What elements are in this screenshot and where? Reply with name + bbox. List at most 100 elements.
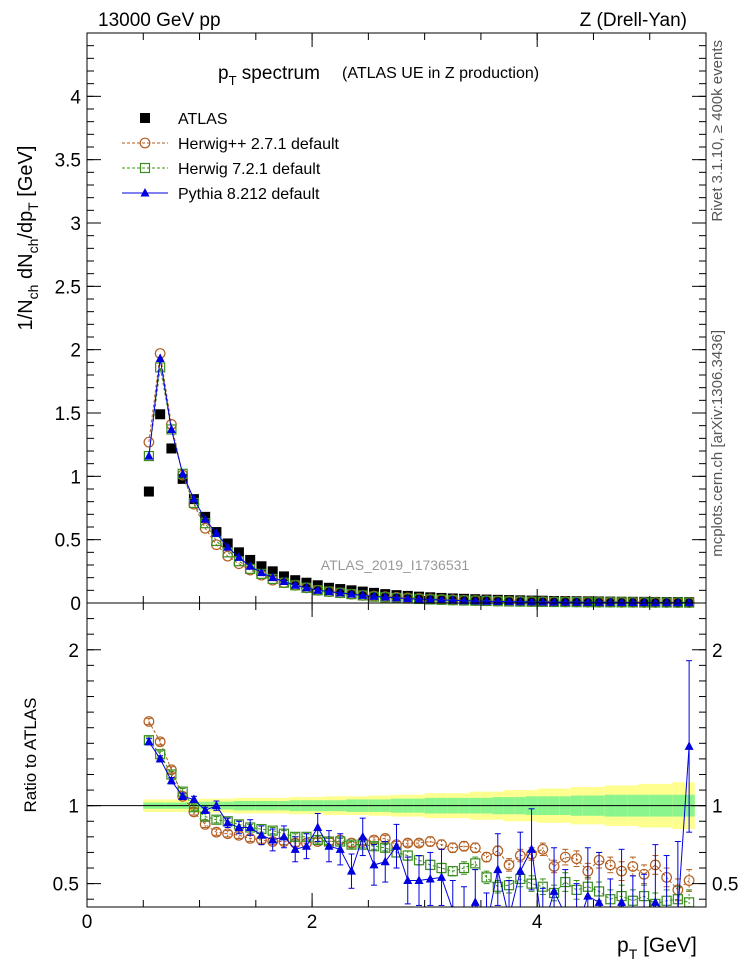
ratio-point-pythia (335, 844, 345, 853)
ratio-point-pythia (403, 875, 413, 884)
y-tick-label: 0 (70, 594, 81, 615)
ratio-point-herwigpp (503, 859, 515, 871)
ratio-point-pythia (392, 841, 401, 850)
legend-entry-atlas: ATLAS (140, 111, 228, 128)
x-axis-label: pT [GeV] (617, 934, 697, 962)
point-pythia (223, 542, 233, 551)
y-tick-label: 1.5 (55, 404, 81, 425)
ratio-point-pythia (515, 866, 525, 875)
analysis-label: ATLAS_2019_I1736531 (321, 557, 470, 573)
ratio-point-herwig7 (346, 839, 357, 850)
point-pythia (560, 597, 570, 606)
point-atlas (233, 547, 244, 558)
y-tick-label: 1 (70, 467, 81, 488)
point-pythia (358, 590, 368, 599)
x-tick-label: 4 (532, 912, 543, 933)
legend-marker-pythia (140, 188, 150, 197)
point-pythia (594, 597, 604, 606)
ratio-point-pythia (268, 834, 278, 844)
point-pythia (189, 494, 199, 503)
ratio-point-pythia (178, 791, 188, 800)
point-atlas (166, 443, 177, 454)
point-pythia (605, 597, 615, 606)
ratio-point-pythia (583, 891, 593, 900)
ratio-point-pythia (662, 910, 671, 919)
point-pythia (166, 424, 176, 433)
ratio-point-pythia (451, 905, 454, 907)
ratio-point-herwig7 (470, 858, 481, 869)
legend-label-herwigpp: Herwig++ 2.7.1 default (178, 136, 340, 153)
ratio-point-pythia (470, 897, 480, 906)
ratio-frame (86, 602, 707, 908)
ratio-y-tick-label-right: 2 (712, 641, 723, 662)
ratio-point-pythia (234, 822, 244, 831)
ratio-y-tick-label-right: 0.5 (712, 875, 738, 896)
plot-title: pT spectrum (218, 63, 320, 88)
series-atlas (143, 409, 695, 608)
ratio-point-pythia (549, 886, 559, 895)
ratio-point-pythia (211, 800, 221, 810)
point-pythia (392, 592, 401, 602)
point-pythia (639, 597, 649, 607)
ratio-point-pythia (561, 910, 570, 919)
point-pythia (650, 597, 660, 607)
ratio-point-herwigpp (537, 843, 549, 855)
ratio-point-pythia (414, 875, 424, 884)
ratio-point-herwigpp (458, 840, 470, 852)
legend-marker-atlas (140, 113, 150, 123)
ratio-point-herwigpp (211, 826, 222, 838)
point-pythia (234, 552, 244, 561)
header-right: Z (Drell-Yan) (580, 10, 687, 31)
point-pythia (673, 597, 683, 607)
ratio-point-pythia (650, 897, 660, 906)
ratio-point-pythia (482, 922, 491, 931)
ratio-point-pythia (144, 736, 154, 746)
ratio-point-pythia (245, 822, 255, 831)
point-pythia (684, 597, 694, 607)
point-pythia (662, 597, 672, 607)
ratio-point-pythia (606, 925, 615, 934)
point-atlas (256, 561, 267, 572)
point-pythia (178, 468, 188, 478)
y-tick-label: 0.5 (55, 531, 81, 552)
ratio-panel: 0.5 0.5 1 1 2 2 0 2 4 Ratio to ATLAS pT [GeV] (21, 602, 738, 962)
ratio-point-pythia (166, 775, 176, 785)
point-pythia (583, 597, 593, 606)
ratio-point-herwigpp (683, 875, 695, 886)
ratio-point-pythia (279, 831, 289, 841)
ratio-point-pythia (256, 830, 266, 839)
header-left: 13000 GeV pp (98, 10, 221, 31)
y-tick-label: 3 (70, 214, 81, 235)
ratio-point-herwigpp (154, 736, 166, 748)
x-tick-label: 0 (82, 912, 93, 933)
main-panel: 0 0.5 1 1.5 2 2.5 3 3.5 4 pT spectrum (ATLAS UE … (15, 32, 707, 615)
plot-subtitle: (ATLAS UE in Z production) (342, 65, 539, 82)
ratio-point-herwigpp (447, 842, 459, 854)
ratio-point-pythia (493, 864, 503, 874)
ratio-point-pythia (677, 906, 679, 907)
rivet-label: Rivet 3.1.10, ≥ 400k events (709, 40, 726, 222)
ratio-point-pythia (189, 794, 199, 803)
ratio-y-tick-label: 2 (68, 641, 79, 662)
ratio-point-pythia (640, 925, 649, 934)
ratio-point-herwigpp (469, 842, 481, 854)
point-pythia (572, 597, 582, 606)
ratio-point-herwig7 (458, 862, 470, 874)
point-atlas (155, 409, 166, 420)
point-pythia (346, 589, 356, 598)
ratio-point-pythia (527, 844, 537, 853)
ratio-series-pythia (144, 660, 694, 934)
mcplots-label: mcplots.cern.ch [arXiv:1306.3436] (709, 330, 726, 557)
point-pythia (617, 597, 627, 606)
ratio-point-pythia (684, 741, 694, 750)
ratio-point-herwigpp (222, 828, 234, 840)
legend-label-atlas: ATLAS (178, 111, 228, 128)
ratio-point-pythia (200, 805, 210, 814)
point-herwigpp (143, 436, 155, 448)
point-pythia (459, 595, 469, 605)
legend-label-herwig7: Herwig 7.2.1 default (178, 161, 321, 178)
svg-text:1/Nch dNch/dpT [GeV]: 1/Nch dNch/dpT [GeV] (15, 146, 41, 331)
ratio-point-pythia (628, 925, 637, 934)
ratio-point-herwigpp (627, 861, 639, 872)
